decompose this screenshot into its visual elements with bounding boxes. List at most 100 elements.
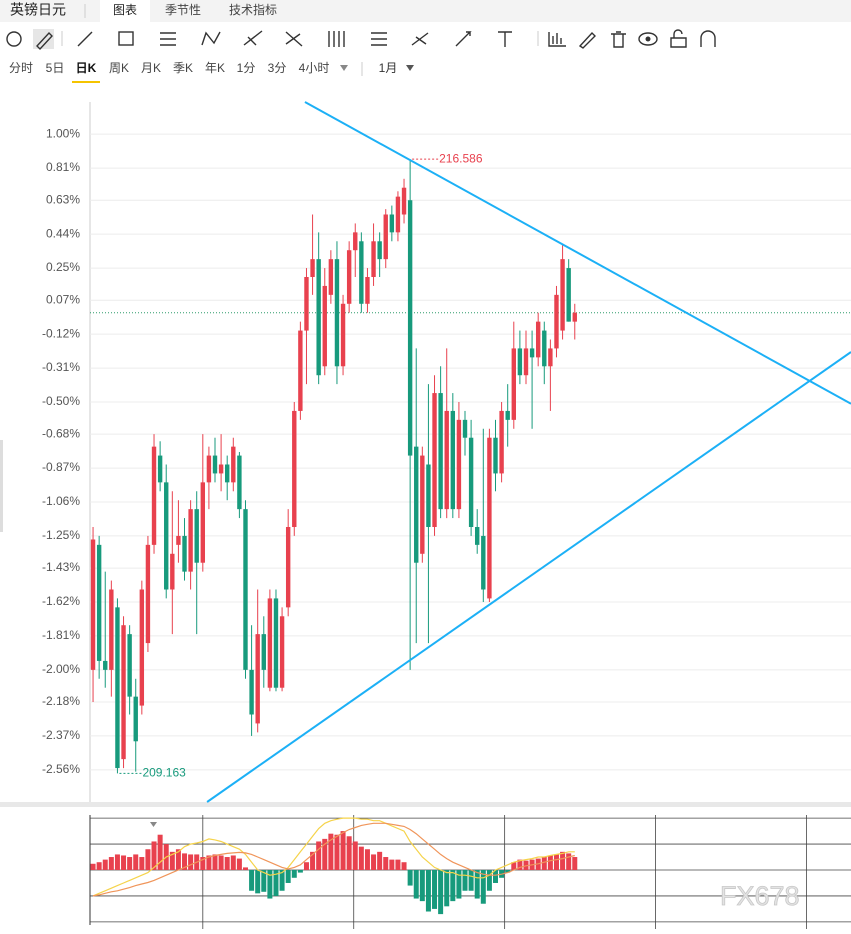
macd-bar [169,851,175,870]
candle-body [535,321,541,358]
icon[interactable] [77,31,93,47]
macd-bar [261,870,267,892]
candle-body [231,446,236,483]
icon[interactable] [638,32,658,46]
period-option[interactable]: 分时 [9,61,33,75]
candle-body [194,509,199,563]
y-tick-label: -1.43% [42,560,80,574]
icon[interactable] [411,32,429,46]
period-option[interactable]: 年K [205,61,225,75]
period-option[interactable]: 1分 [237,61,256,75]
candle-body [438,393,443,510]
macd-bar [389,859,395,870]
y-tick-label: 0.25% [46,260,80,274]
candle-body [450,410,456,510]
dropdown-arrow[interactable] [340,65,348,71]
candle-body [487,437,492,599]
range-select[interactable]: 1月 [379,61,398,75]
macd-bar [340,831,346,870]
period-option[interactable]: 4小时 [299,61,330,75]
macd-bar [175,849,181,870]
tab[interactable]: 图表 [113,3,137,17]
y-tick-label: -1.62% [42,594,80,608]
candle-body [353,232,358,251]
macd-bar [493,870,499,883]
icon[interactable] [36,31,53,51]
period-option[interactable]: 季K [173,61,193,75]
icon[interactable] [285,31,303,47]
period-option[interactable]: 3分 [268,61,287,75]
icon[interactable] [201,31,221,46]
icon[interactable] [498,31,512,47]
tab[interactable]: 季节性 [165,3,201,17]
candle-body [157,455,163,483]
icon[interactable] [578,31,596,49]
y-tick-label: -0.68% [42,426,80,440]
icon[interactable] [700,30,716,47]
macd-bar [401,862,407,870]
macd-bar [566,853,572,870]
icon[interactable] [455,31,472,47]
candle-body [127,634,132,697]
macd-bar [151,841,157,870]
candle-body [243,509,248,670]
icon[interactable] [160,32,176,46]
candle-body [267,598,273,688]
candle-body [121,625,126,760]
period-option[interactable]: 月K [141,61,161,75]
candle-body [298,330,303,411]
candle-body [115,607,120,769]
candle-body [151,446,157,545]
period-option[interactable]: 5日 [46,61,65,75]
candle-body [346,250,352,304]
macd-bar [267,870,273,899]
y-tick-label: -2.00% [42,662,80,676]
macd-bar [383,857,389,870]
y-tick-label: -2.18% [42,694,80,708]
macd-bar [242,867,248,870]
candle-body [322,285,327,367]
symbol-title: 英镑日元 [10,2,66,18]
y-tick-label: 0.63% [46,192,80,206]
candle-body [310,259,315,277]
candle-body [261,634,266,670]
macd-bar [114,854,120,870]
dropdown-arrow[interactable] [406,65,414,71]
candle-body [96,544,102,661]
candle-body [90,539,96,670]
icon[interactable] [328,31,345,47]
icon[interactable] [118,31,134,46]
tab[interactable]: 技术指标 [229,2,277,17]
icon[interactable] [611,31,626,48]
macd-bar [419,870,425,902]
trend-line [304,101,851,405]
macd-bar [572,857,578,870]
icon[interactable] [670,29,687,48]
icon[interactable] [371,32,387,46]
y-tick-label: -1.81% [42,628,80,642]
candle-body [542,330,547,367]
macd-bar [377,851,383,870]
candle-body [499,410,504,474]
macd-bar [474,870,480,899]
macd-bar [334,834,340,870]
macd-bar [96,862,102,870]
macd-bar [450,870,456,902]
macd-bar [316,841,322,870]
candle-body [182,535,187,572]
icon[interactable] [548,32,566,47]
candle-body [456,419,462,510]
candle-body [224,464,230,483]
toolbar [6,29,716,51]
side-handle[interactable] [0,440,3,532]
marker [150,822,157,827]
period-option[interactable]: 周K [109,61,129,75]
macd-bar [236,858,242,870]
macd-bar [206,855,212,870]
icon[interactable] [243,30,263,46]
macd-bar [145,849,151,870]
icon[interactable] [6,31,22,47]
period-option[interactable]: 日K [76,61,97,75]
candle-body [365,277,370,304]
y-tick-label: -1.25% [42,528,80,542]
